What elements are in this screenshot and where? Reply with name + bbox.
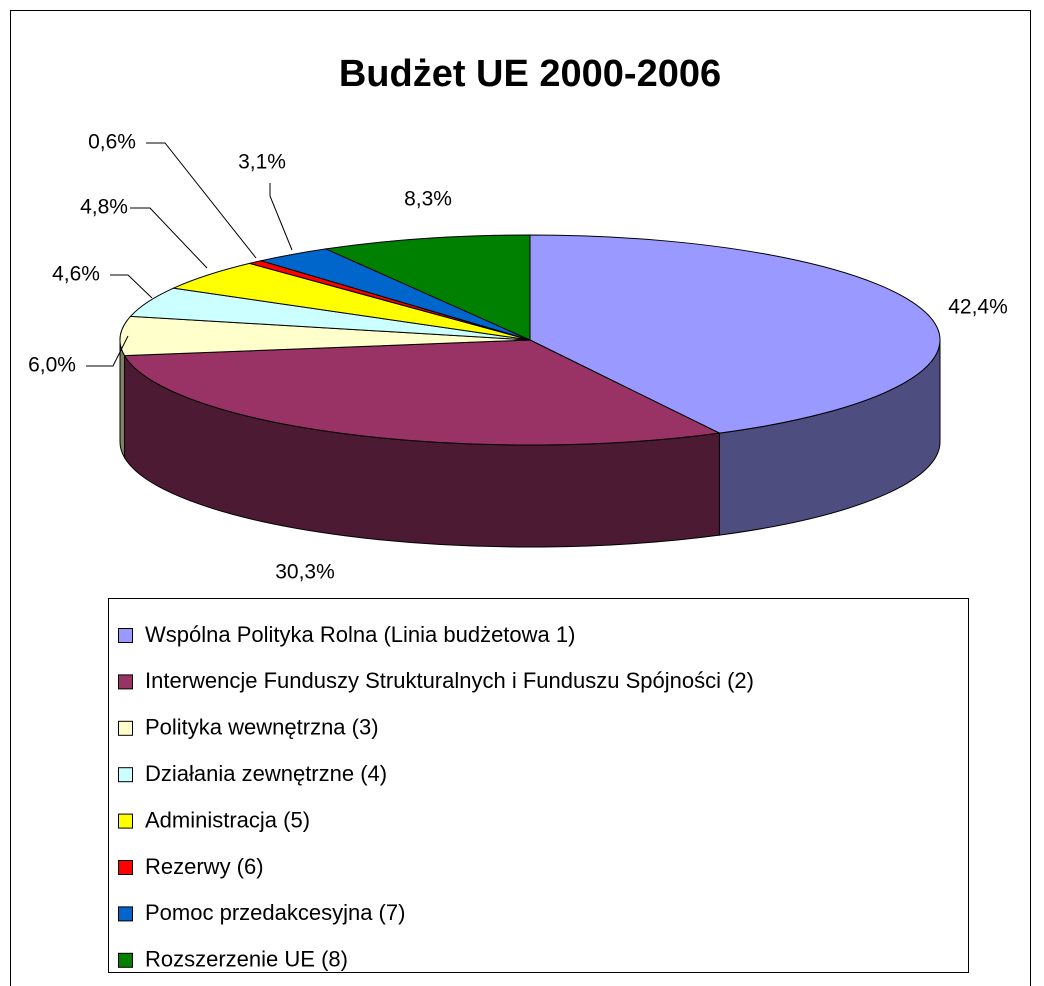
legend [108,598,969,973]
legend-label: Rozszerzenie UE (8) [145,947,348,972]
pie-slice-side [119,339,126,460]
legend-swatch [118,906,133,922]
legend-swatch [118,767,133,783]
data-label: 42,4% [948,296,1008,319]
pie-slice [324,234,531,341]
pie-slice [529,234,941,434]
data-label: 30,3% [275,561,335,584]
data-label: 4,8% [80,196,128,219]
legend-label: Interwencje Funduszy Strukturalnych i Fu… [145,668,754,693]
legend-label: Działania zewnętrzne (4) [145,761,387,786]
legend-swatch [118,674,133,690]
leader-line [146,142,257,259]
data-label: 3,1% [238,151,286,174]
legend-swatch [118,720,133,736]
legend-label: Rezerwy (6) [145,854,264,879]
pie-slice [119,315,531,357]
legend-label: Polityka wewnętrzna (3) [145,715,379,740]
leader-line [86,335,129,367]
data-label: 6,0% [28,354,76,377]
chart-title: Budżet UE 2000-2006 [339,53,721,95]
legend-swatch [118,952,133,968]
pie-slice [123,339,722,446]
data-label: 8,3% [404,188,452,211]
leader-line [130,207,208,269]
data-label: 4,6% [52,263,100,286]
legend-swatch [118,860,133,875]
legend-swatch [118,628,133,643]
leader-line [110,274,153,299]
legend-swatch [118,813,133,829]
legend-label: Pomoc przedakcesyjna (7) [145,900,405,925]
leader-line [269,183,293,251]
data-label: 0,6% [88,131,136,154]
legend-label: Administracja (5) [145,807,310,832]
legend-label: Wspólna Polityka Rolna (Linia budżetowa … [145,622,575,647]
